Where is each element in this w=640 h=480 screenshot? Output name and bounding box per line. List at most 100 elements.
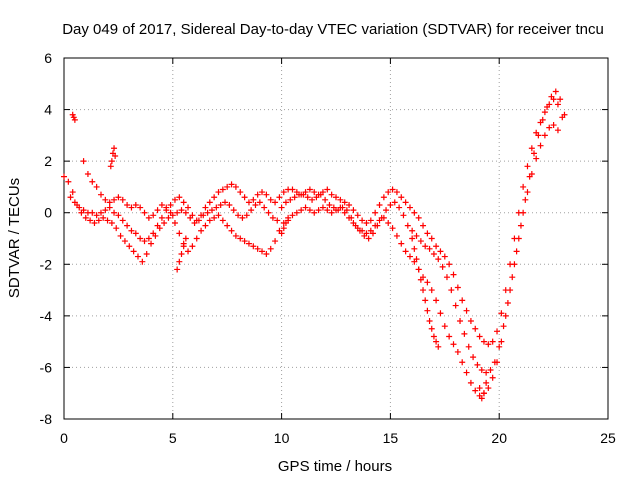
data-point bbox=[65, 178, 72, 185]
data-point bbox=[494, 359, 501, 366]
data-point bbox=[441, 323, 448, 330]
data-points bbox=[61, 88, 568, 402]
data-point bbox=[250, 243, 257, 250]
data-point bbox=[363, 220, 370, 227]
data-point bbox=[259, 189, 266, 196]
data-point bbox=[333, 207, 339, 214]
data-point bbox=[520, 209, 527, 216]
data-point bbox=[476, 385, 483, 392]
data-point bbox=[396, 204, 403, 211]
data-point bbox=[413, 256, 420, 263]
data-point bbox=[393, 232, 400, 239]
data-point bbox=[520, 183, 527, 190]
data-point bbox=[71, 116, 78, 123]
data-point bbox=[134, 253, 141, 260]
data-point bbox=[528, 145, 535, 152]
data-point bbox=[411, 245, 418, 252]
data-point bbox=[557, 96, 564, 103]
data-point bbox=[108, 158, 115, 165]
data-point bbox=[259, 248, 266, 255]
data-point bbox=[533, 129, 540, 136]
data-point bbox=[446, 261, 453, 268]
data-point bbox=[465, 343, 472, 350]
data-point bbox=[241, 238, 248, 245]
data-point bbox=[261, 204, 268, 211]
data-point bbox=[280, 189, 287, 196]
data-point bbox=[424, 279, 431, 286]
data-point bbox=[202, 204, 209, 211]
data-point bbox=[415, 266, 422, 273]
data-point bbox=[171, 220, 178, 227]
data-point bbox=[132, 201, 139, 208]
data-point bbox=[428, 325, 435, 332]
data-point bbox=[293, 189, 300, 196]
data-point bbox=[148, 240, 155, 247]
data-point bbox=[424, 230, 431, 237]
data-point bbox=[454, 348, 461, 355]
data-point bbox=[322, 196, 329, 203]
data-point bbox=[245, 199, 252, 206]
data-point bbox=[250, 196, 257, 203]
y-tick-label: -8 bbox=[40, 411, 53, 427]
data-point bbox=[467, 379, 474, 386]
data-point bbox=[422, 297, 429, 304]
data-point bbox=[293, 209, 300, 216]
data-point bbox=[550, 96, 557, 103]
data-point bbox=[524, 189, 531, 196]
data-point bbox=[84, 171, 91, 178]
data-point bbox=[97, 191, 104, 198]
data-point bbox=[145, 235, 152, 242]
data-point bbox=[232, 232, 239, 239]
data-point bbox=[215, 189, 222, 196]
data-point bbox=[71, 199, 78, 206]
chart-title: Day 049 of 2017, Sidereal Day-to-day VTE… bbox=[62, 21, 604, 38]
data-point bbox=[111, 209, 118, 216]
data-point bbox=[254, 191, 261, 198]
data-point bbox=[319, 204, 326, 211]
data-point bbox=[211, 214, 218, 221]
data-point bbox=[467, 318, 474, 325]
y-tick-label: -2 bbox=[40, 256, 53, 272]
data-point bbox=[441, 253, 448, 260]
data-point bbox=[204, 209, 211, 216]
data-point bbox=[324, 207, 331, 214]
data-point bbox=[289, 212, 296, 219]
data-point bbox=[163, 204, 170, 211]
data-point bbox=[461, 330, 468, 337]
data-point bbox=[143, 250, 150, 257]
data-point bbox=[298, 191, 305, 198]
data-point bbox=[541, 109, 548, 116]
data-point bbox=[302, 204, 309, 211]
y-tick-label: -6 bbox=[40, 359, 53, 375]
data-point bbox=[337, 196, 344, 203]
data-point bbox=[265, 209, 272, 216]
data-point bbox=[198, 212, 205, 219]
data-point bbox=[128, 227, 135, 234]
data-point bbox=[180, 199, 187, 206]
data-point bbox=[463, 369, 470, 376]
data-point bbox=[480, 338, 487, 345]
data-point bbox=[95, 217, 102, 224]
axis-ticks bbox=[63, 57, 609, 420]
x-tick-label: 5 bbox=[169, 430, 177, 446]
y-tick-label: 2 bbox=[44, 153, 52, 169]
x-tick-label: 0 bbox=[60, 430, 68, 446]
data-point bbox=[208, 207, 215, 214]
data-point bbox=[367, 217, 374, 224]
data-point bbox=[485, 341, 492, 348]
data-point bbox=[537, 119, 544, 126]
data-point bbox=[354, 225, 361, 232]
data-point bbox=[141, 238, 148, 245]
data-point bbox=[376, 201, 383, 208]
data-point bbox=[193, 235, 200, 242]
data-point bbox=[328, 191, 335, 198]
data-point bbox=[500, 323, 507, 330]
data-point bbox=[137, 235, 144, 242]
data-point bbox=[531, 150, 538, 157]
data-point bbox=[406, 204, 413, 211]
x-tick-label: 15 bbox=[383, 430, 399, 446]
data-point bbox=[402, 248, 409, 255]
data-point bbox=[337, 204, 344, 211]
data-point bbox=[341, 199, 348, 206]
